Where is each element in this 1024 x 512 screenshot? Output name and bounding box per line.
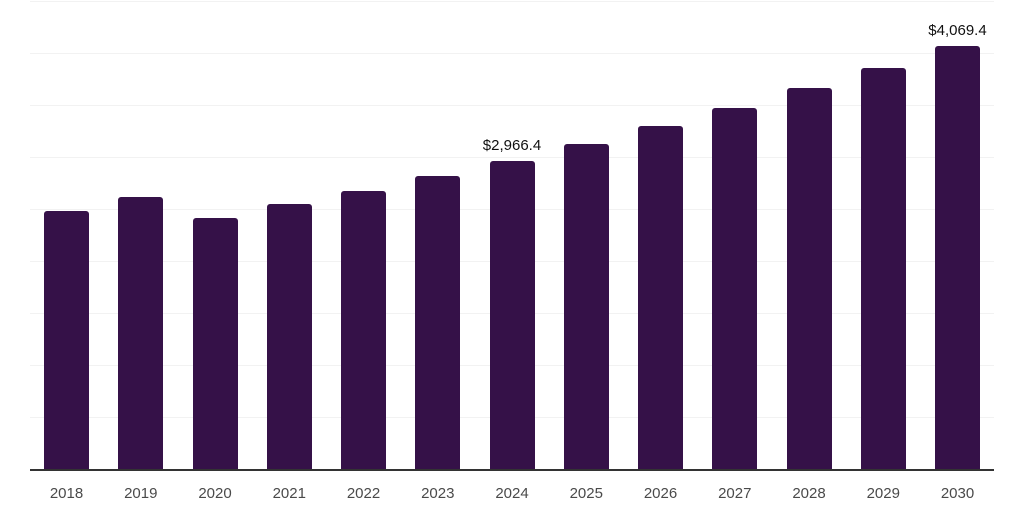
data-label-2030: $4,069.4 bbox=[928, 21, 987, 39]
gridline bbox=[30, 157, 994, 158]
bar-2018[interactable] bbox=[44, 211, 89, 469]
x-tick-label-2024: 2024 bbox=[495, 485, 529, 502]
gridline bbox=[30, 105, 994, 106]
x-tick-label-2021: 2021 bbox=[272, 485, 306, 502]
data-label-2024: $2,966.4 bbox=[482, 136, 542, 154]
x-tick-label-2026: 2026 bbox=[643, 485, 678, 502]
x-tick-label-2018: 2018 bbox=[49, 485, 84, 502]
gridline bbox=[30, 1, 994, 2]
x-tick-label-2030: 2030 bbox=[940, 485, 975, 502]
bar-2026[interactable] bbox=[638, 126, 683, 469]
x-tick-label-2028: 2028 bbox=[792, 485, 826, 502]
bar-2027[interactable] bbox=[712, 107, 758, 469]
bar-2020[interactable] bbox=[192, 218, 238, 469]
x-tick-label-2023: 2023 bbox=[421, 485, 455, 502]
x-tick-label-2022: 2022 bbox=[346, 485, 381, 502]
plot-area: $2,966.4 $4,069.4 bbox=[30, 1, 994, 471]
x-tick-label-2019: 2019 bbox=[124, 485, 158, 502]
x-tick-label-2025: 2025 bbox=[569, 485, 603, 502]
bar-2025[interactable] bbox=[563, 143, 609, 469]
bar-2022[interactable] bbox=[341, 191, 386, 469]
bar-2021[interactable] bbox=[266, 204, 312, 469]
bar-2024[interactable] bbox=[489, 160, 535, 469]
bar-2019[interactable] bbox=[118, 197, 164, 469]
bar-2023[interactable] bbox=[415, 176, 461, 469]
bar-2028[interactable] bbox=[786, 88, 832, 469]
bar-2029[interactable] bbox=[860, 67, 906, 469]
x-tick-label-2027: 2027 bbox=[718, 485, 752, 502]
bar-2030[interactable] bbox=[935, 45, 980, 469]
x-tick-label-2020: 2020 bbox=[198, 485, 232, 502]
x-tick-label-2029: 2029 bbox=[866, 485, 900, 502]
gridline bbox=[30, 53, 994, 54]
x-axis-line bbox=[30, 469, 994, 471]
